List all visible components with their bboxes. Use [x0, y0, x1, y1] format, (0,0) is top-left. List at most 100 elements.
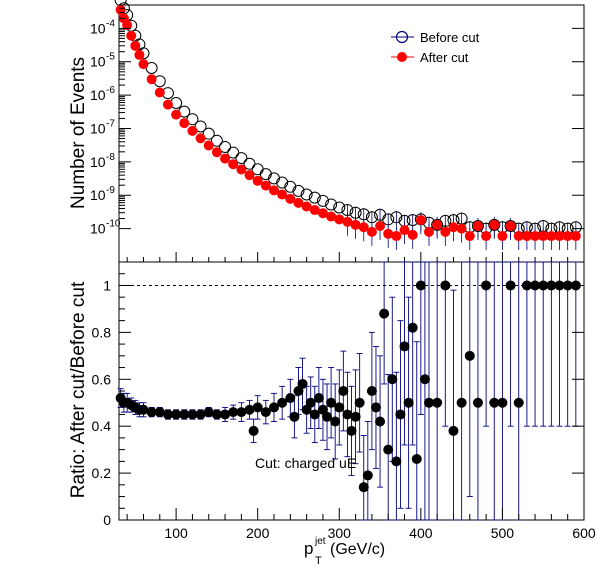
ratio-point — [403, 397, 414, 408]
legend: Before cut After cut — [391, 30, 480, 65]
after-cut-point — [211, 147, 222, 158]
ratio-point — [297, 378, 308, 389]
top-y-tick-exponent: -9 — [106, 185, 115, 196]
ratio-point — [244, 404, 255, 415]
ratio-point — [370, 402, 381, 413]
bottom-y-tick-label: 0.6 — [92, 371, 112, 387]
ratio-point — [419, 374, 430, 385]
after-cut-point — [538, 231, 549, 242]
after-cut-point — [513, 231, 524, 242]
after-cut-point — [570, 231, 581, 242]
top-y-tick-label: 10 — [90, 54, 106, 70]
top-y-axis-label: Number of Events — [68, 57, 89, 209]
ratio-point — [399, 341, 410, 352]
ratio-point — [379, 308, 390, 319]
before-cut-point — [316, 194, 329, 207]
ratio-point — [228, 407, 239, 418]
legend-after-label: After cut — [420, 50, 469, 65]
after-cut-point — [554, 231, 565, 242]
after-cut-point — [171, 109, 182, 120]
ratio-point — [472, 397, 483, 408]
before-cut-point — [382, 213, 395, 226]
top-y-tick-exponent: -7 — [106, 118, 115, 129]
after-cut-point — [440, 226, 451, 237]
top-y-tick-label: 10 — [90, 221, 106, 237]
before-cut-point — [243, 157, 256, 170]
after-cut-point — [383, 228, 394, 239]
before-cut-point — [471, 219, 484, 232]
top-y-tick-exponent: -5 — [106, 52, 115, 63]
top-y-tick-label: 10 — [90, 154, 106, 170]
legend-after-marker — [397, 52, 407, 62]
before-cut-point — [202, 127, 215, 140]
ratio-point — [138, 404, 149, 415]
ratio-point — [538, 280, 549, 291]
legend-before-marker — [395, 30, 409, 44]
ratio-point — [171, 409, 182, 420]
ratio-point — [154, 407, 165, 418]
after-cut-point — [358, 222, 369, 233]
after-cut-point — [252, 175, 263, 186]
bottom-panel: 0 0.2 0.4 0.6 0.8 1 100 200 300 400 500 600 Cut: c… — [68, 261, 596, 567]
bottom-y-tick-label: 1 — [103, 277, 111, 293]
after-cut-point — [489, 219, 500, 230]
ratio-series — [115, 280, 581, 493]
before-cut-point — [235, 152, 248, 165]
ratio-point — [513, 397, 524, 408]
after-cut-point — [472, 220, 483, 231]
before-cut-point — [300, 188, 313, 201]
after-cut-point — [269, 185, 279, 196]
ratio-point — [146, 407, 157, 418]
after-cut-point — [481, 231, 492, 242]
after-cut-point — [195, 133, 206, 144]
ratio-point — [464, 350, 475, 361]
top-y-tick-label: 10 — [90, 187, 106, 203]
ratio-point — [497, 397, 508, 408]
after-cut-point — [309, 205, 320, 216]
before-cut-point — [325, 198, 338, 211]
after-cut-point — [448, 222, 459, 233]
after-cut-point — [464, 231, 475, 242]
after-cut-point — [130, 40, 141, 51]
ratio-point — [407, 322, 418, 333]
bottom-x-axis-ticks: 100 200 300 400 500 600 — [126, 508, 596, 541]
before-cut-point — [284, 180, 297, 193]
after-cut-point — [228, 159, 239, 170]
top-x-axis-ticks — [126, 252, 585, 262]
after-cut-point — [154, 87, 165, 98]
after-cut-point — [456, 223, 467, 234]
after-cut-point — [342, 216, 353, 227]
after-cut-point — [375, 220, 386, 231]
ratio-point — [326, 397, 337, 408]
ratio-point — [285, 393, 296, 404]
ratio-point — [313, 393, 324, 404]
before-cut-point — [219, 140, 232, 153]
after-cut-point — [293, 197, 304, 208]
ratio-point — [383, 444, 394, 455]
ratio-point — [411, 454, 422, 465]
after-cut-point — [134, 49, 145, 60]
after-cut-point — [260, 180, 271, 191]
ratio-point — [277, 397, 288, 408]
ratio-point — [322, 411, 333, 422]
cut-annotation: Cut: charged uE — [255, 455, 356, 471]
top-y-axis-ticks: 10-410-510-610-710-810-910-10 — [90, 4, 584, 237]
after-cut-point — [126, 30, 137, 41]
before-cut-series — [114, 0, 582, 235]
ratio-point — [330, 416, 341, 427]
before-cut-point — [227, 146, 240, 159]
ratio-point — [269, 402, 279, 413]
ratio-point — [203, 407, 214, 418]
after-cut-point — [432, 219, 443, 230]
after-cut-point — [497, 231, 508, 242]
ratio-point — [338, 386, 349, 396]
bottom-x-tick-label: 300 — [328, 525, 352, 541]
after-cut-point — [301, 201, 312, 212]
ratio-point — [456, 397, 467, 408]
ratio-point — [236, 407, 247, 418]
bottom-y-tick-label: 0.2 — [92, 465, 112, 481]
ratio-point — [248, 425, 259, 436]
bottom-x-tick-label: 400 — [409, 525, 433, 541]
ratio-point — [530, 280, 541, 291]
after-cut-point — [162, 99, 173, 110]
